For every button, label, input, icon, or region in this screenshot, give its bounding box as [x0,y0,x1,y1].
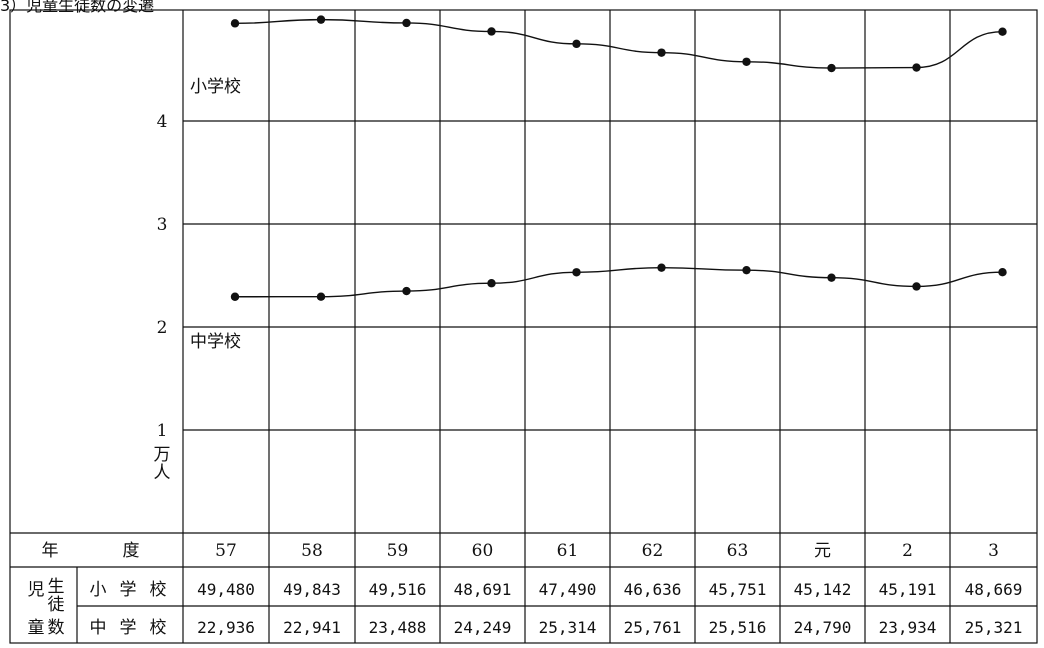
table-row-label: 中 [90,618,107,638]
y-tick-label: 3 [157,215,168,235]
table-group-label: 児 [28,580,45,600]
table-group-label: 生 [48,577,65,597]
table-row-label: 学 [120,580,137,600]
data-point [230,19,240,28]
year-header-label: 度 [123,541,140,561]
table-row-label: 校 [150,618,167,638]
data-point [657,263,666,272]
table-cell: 48,691 [454,580,512,599]
x-tick-label: 57 [215,541,237,561]
table-group-label: 数 [48,618,65,638]
series-label: 中学校 [190,332,241,352]
table-cell: 47,490 [539,580,597,599]
x-tick-label: 62 [642,541,664,561]
data-point [230,292,240,301]
x-tick-label: 63 [727,541,749,561]
x-tick-label: 58 [301,541,323,561]
x-tick-label: 2 [902,541,913,561]
series-line [234,266,1003,298]
table-group-label: 徒 [48,595,65,615]
y-tick-label: 1 [157,421,168,441]
y-axis-unit-label: 人 [154,463,171,483]
table-cell: 49,843 [283,580,341,599]
x-tick-label: 元 [814,541,831,561]
data-point [572,39,581,49]
data-point [742,57,751,66]
table-cell: 25,321 [965,618,1023,637]
table-group-label: 童 [28,618,45,638]
data-point [487,27,496,36]
series-label: 小学校 [190,77,241,97]
data-point [657,48,666,57]
table-cell: 45,751 [709,580,767,599]
y-tick-label: 4 [157,112,168,132]
data-point [402,286,411,296]
data-point [827,63,836,73]
data-point [572,268,581,277]
table-cell: 23,934 [879,618,937,637]
data-point [316,292,326,301]
y-axis-unit-label: 万 [154,445,171,465]
x-tick-label: 59 [387,541,409,561]
table-cell: 25,761 [624,618,682,637]
chart-heading: 3）児童生徒数の変遷 [0,0,155,15]
table-cell: 48,669 [965,580,1023,599]
table-cell: 49,516 [369,580,427,599]
x-tick-label: 3 [988,541,999,561]
table-cell: 22,941 [283,618,341,637]
data-point [827,273,836,282]
data-point [742,265,751,275]
table-cell: 25,516 [709,618,767,637]
x-tick-label: 60 [472,541,494,561]
year-header-label: 年 [42,541,59,561]
table-cell: 24,249 [454,618,512,637]
table-cell: 45,191 [879,580,937,599]
y-tick-label: 2 [157,318,168,338]
data-point [316,15,326,24]
data-point [998,267,1007,277]
table-row-label: 校 [150,580,167,600]
data-point [487,279,496,288]
table-cell: 24,790 [794,618,852,637]
data-point [402,18,411,28]
table-cell: 45,142 [794,580,852,599]
data-point [912,282,921,291]
table-row-label: 学 [120,618,137,638]
data-point [998,27,1007,36]
x-tick-label: 61 [557,541,579,561]
series-line [234,18,1003,69]
table-cell: 22,936 [197,618,255,637]
table-cell: 49,480 [197,580,255,599]
table-cell: 23,488 [369,618,427,637]
table-cell: 25,314 [539,618,597,637]
table-row-label: 小 [90,580,107,600]
data-point [912,63,921,72]
table-cell: 46,636 [624,580,682,599]
